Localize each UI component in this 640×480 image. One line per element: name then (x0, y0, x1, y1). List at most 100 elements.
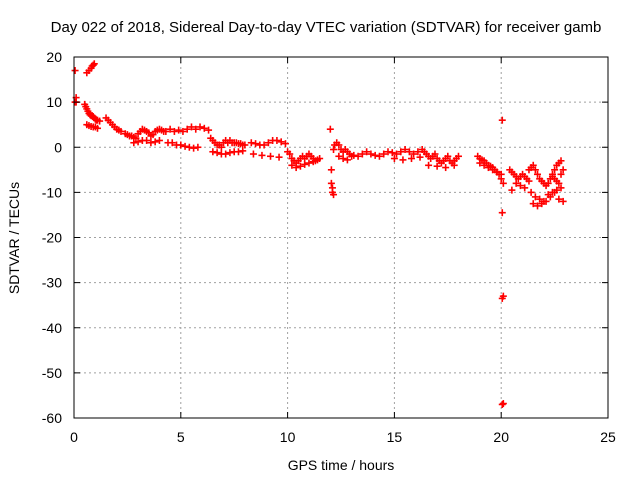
data-point (316, 155, 324, 163)
data-point (529, 200, 537, 208)
data-point (414, 148, 422, 156)
data-point (130, 139, 138, 147)
data-point (281, 140, 289, 148)
data-point (183, 125, 191, 133)
data-point (525, 177, 533, 185)
data-point (155, 136, 163, 144)
data-point (433, 162, 441, 170)
data-point (187, 123, 195, 131)
data-point (476, 159, 484, 167)
x-tick-label: 10 (280, 429, 296, 445)
y-tick-label: 20 (46, 49, 62, 65)
data-point (249, 150, 257, 158)
data-point (296, 162, 304, 170)
data-point (380, 150, 388, 158)
data-point (205, 126, 213, 134)
data-points (71, 60, 567, 408)
data-point (330, 191, 338, 199)
data-point (252, 140, 260, 148)
data-point (286, 150, 294, 158)
data-point (305, 159, 313, 167)
data-point (521, 184, 529, 192)
data-point (559, 166, 567, 174)
data-point (301, 160, 309, 168)
x-tick-label: 20 (493, 429, 509, 445)
data-point (343, 156, 351, 164)
y-tick-label: -60 (42, 410, 62, 426)
data-point (529, 161, 537, 169)
data-point (534, 170, 542, 178)
data-point (181, 142, 189, 150)
data-point (247, 139, 255, 147)
y-tick-label: -50 (42, 365, 62, 381)
data-point (226, 149, 234, 157)
data-point (444, 152, 452, 160)
data-point (327, 179, 335, 187)
data-point (213, 149, 221, 157)
data-point (431, 150, 439, 158)
data-point (354, 152, 362, 160)
data-point (416, 153, 424, 161)
x-tick-label: 0 (70, 429, 78, 445)
y-tick-label: 10 (46, 94, 62, 110)
data-point (559, 197, 567, 205)
data-point (170, 127, 178, 135)
data-point (405, 148, 413, 156)
data-point (192, 125, 200, 133)
grid (74, 57, 608, 418)
data-point (335, 152, 343, 160)
data-point (557, 170, 565, 178)
data-point (484, 164, 492, 172)
data-point (516, 182, 524, 190)
x-tick-label: 25 (600, 429, 616, 445)
data-point (557, 157, 565, 165)
data-point (71, 67, 79, 75)
data-point (499, 292, 507, 300)
data-point (393, 150, 401, 158)
data-point (168, 139, 176, 147)
data-point (498, 116, 506, 124)
data-point (407, 155, 415, 163)
data-point (498, 400, 506, 408)
data-point (143, 136, 151, 144)
data-point (358, 150, 366, 158)
data-point (162, 127, 170, 135)
data-point (384, 148, 392, 156)
data-point (371, 151, 379, 159)
data-point (375, 152, 383, 160)
data-point (536, 195, 544, 203)
data-point (498, 209, 506, 217)
data-point (512, 179, 520, 187)
x-axis-label: GPS time / hours (288, 457, 395, 473)
data-point (450, 161, 458, 169)
data-point (200, 124, 208, 132)
data-point (194, 143, 202, 151)
data-point (454, 152, 462, 160)
data-point (425, 161, 433, 169)
data-point (132, 134, 140, 142)
data-point (499, 400, 507, 408)
data-point (234, 148, 242, 156)
x-tick-label: 5 (177, 429, 185, 445)
x-tick-label: 15 (387, 429, 403, 445)
data-point (209, 148, 217, 156)
data-point (258, 151, 266, 159)
chart-title: Day 022 of 2018, Sidereal Day-to-day VTE… (51, 19, 602, 36)
data-point (508, 186, 516, 194)
y-axis-label: SDTVAR / TECUs (6, 182, 22, 294)
data-point (134, 138, 142, 146)
data-point (239, 147, 247, 155)
data-point (367, 150, 375, 158)
data-point (330, 146, 338, 154)
y-tick-label: -10 (42, 184, 62, 200)
data-point (555, 179, 563, 187)
data-point (179, 127, 187, 135)
data-point (326, 125, 334, 133)
data-point (273, 136, 281, 144)
data-point (288, 161, 296, 169)
data-point (527, 188, 535, 196)
data-point (557, 184, 565, 192)
data-point (538, 200, 546, 208)
data-point (480, 161, 488, 169)
